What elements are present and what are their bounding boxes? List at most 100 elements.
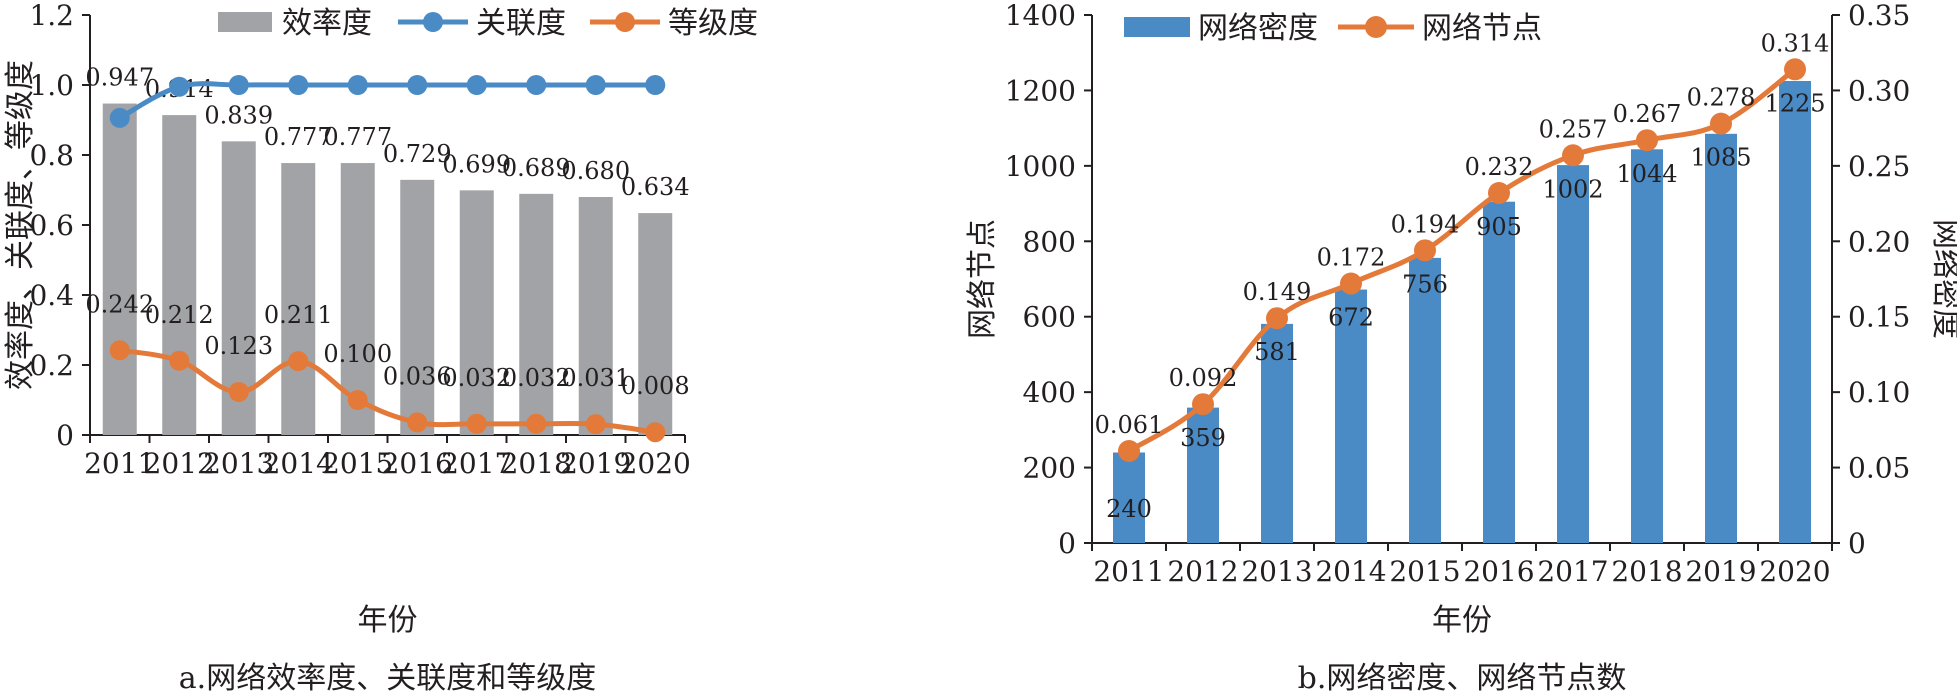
data-label-nodes: 0.278 xyxy=(1687,84,1756,112)
bar-efficiency xyxy=(459,190,494,435)
point-relevance xyxy=(228,75,249,95)
data-label-density: 359 xyxy=(1180,424,1226,452)
bar-density xyxy=(1557,165,1589,544)
y-tick-label-right: 0 xyxy=(1848,527,1866,560)
point-grade xyxy=(526,413,547,434)
y-axis-title-right: 网络密度 xyxy=(1928,219,1957,339)
y-tick-label-right: 0.15 xyxy=(1848,301,1910,334)
point-relevance xyxy=(169,76,190,97)
data-label-grade: 0.036 xyxy=(383,362,452,390)
data-label-grade: 0.212 xyxy=(145,301,214,329)
data-label-efficiency: 0.777 xyxy=(264,123,333,151)
y-tick-label-right: 0.25 xyxy=(1848,150,1910,183)
y-tick-label: 0.8 xyxy=(29,139,74,172)
x-tick-label: 2015 xyxy=(322,447,393,480)
y-tick-label: 0.6 xyxy=(29,209,74,242)
x-axis-title: 年份 xyxy=(358,603,418,638)
legend-marker-grade xyxy=(615,12,635,32)
chart-caption: b.网络密度、网络节点数 xyxy=(1298,661,1627,696)
data-label-efficiency: 0.947 xyxy=(85,64,154,92)
data-label-nodes: 0.172 xyxy=(1317,244,1386,272)
bar-density xyxy=(1113,452,1145,543)
data-label-grade: 0.032 xyxy=(442,364,511,392)
data-label-nodes: 0.314 xyxy=(1761,29,1830,57)
legend-label-nodes: 网络节点 xyxy=(1422,11,1542,46)
data-label-density: 756 xyxy=(1402,270,1448,298)
data-label-nodes: 0.257 xyxy=(1539,115,1608,143)
y-tick-label: 0.2 xyxy=(29,349,74,382)
point-nodes xyxy=(1636,129,1658,152)
point-nodes xyxy=(1414,239,1436,262)
y-tick-label-left: 800 xyxy=(1023,225,1076,258)
legend-marker-nodes xyxy=(1365,16,1387,38)
data-label-efficiency: 0.777 xyxy=(323,123,392,151)
point-grade xyxy=(288,351,309,372)
data-label-density: 581 xyxy=(1254,338,1300,366)
y-tick-label-left: 1400 xyxy=(1005,0,1076,32)
data-label-density: 1002 xyxy=(1542,175,1603,203)
x-axis-title: 年份 xyxy=(1432,603,1492,638)
line-relevance xyxy=(118,81,656,121)
y-tick-label-left: 200 xyxy=(1023,452,1076,485)
point-nodes xyxy=(1340,272,1362,295)
x-tick-label: 2015 xyxy=(1389,555,1460,588)
x-tick-label: 2016 xyxy=(1463,555,1534,588)
line-grade xyxy=(119,347,656,435)
bar-efficiency xyxy=(638,213,673,435)
data-label-nodes: 0.149 xyxy=(1243,278,1312,306)
bar-density xyxy=(1779,81,1811,543)
y-tick-label: 0.4 xyxy=(29,279,74,312)
bar-efficiency xyxy=(400,179,435,435)
line-nodes xyxy=(1127,67,1797,454)
x-tick-label: 2018 xyxy=(1611,555,1682,588)
x-tick-label: 2016 xyxy=(382,447,453,480)
legend-label-relevance: 关联度 xyxy=(476,6,566,41)
point-grade xyxy=(466,413,487,434)
point-relevance xyxy=(288,75,309,95)
legend-label-density: 网络密度 xyxy=(1198,11,1318,46)
y-tick-label-left: 1200 xyxy=(1005,74,1076,107)
point-nodes xyxy=(1118,439,1140,462)
data-label-efficiency: 0.634 xyxy=(621,173,690,201)
bar-efficiency xyxy=(281,163,316,436)
bar-efficiency xyxy=(578,197,613,435)
point-nodes xyxy=(1488,182,1510,205)
legend-swatch-density xyxy=(1124,17,1190,37)
y-tick-label-left: 1000 xyxy=(1005,150,1076,183)
data-label-nodes: 0.267 xyxy=(1613,100,1682,128)
x-tick-label: 2013 xyxy=(203,447,274,480)
bar-density xyxy=(1631,149,1663,543)
data-label-efficiency: 0.699 xyxy=(442,150,511,178)
data-label-grade: 0.031 xyxy=(561,364,630,392)
bar-efficiency xyxy=(519,193,554,435)
legend-label-grade: 等级度 xyxy=(668,6,758,41)
point-grade xyxy=(645,422,666,443)
data-label-nodes: 0.061 xyxy=(1095,411,1164,439)
bar-density xyxy=(1187,407,1219,543)
x-tick-label: 2019 xyxy=(1685,555,1756,588)
y-tick-label-right: 0.05 xyxy=(1848,452,1910,485)
bar-density xyxy=(1261,323,1293,543)
y-tick-label-left: 600 xyxy=(1023,301,1076,334)
data-label-efficiency: 0.689 xyxy=(502,154,571,182)
x-tick-label: 2014 xyxy=(263,447,334,480)
point-grade xyxy=(228,381,249,402)
data-label-efficiency: 0.839 xyxy=(204,101,273,129)
x-tick-label: 2012 xyxy=(144,447,215,480)
bar-density xyxy=(1705,133,1737,544)
data-label-nodes: 0.232 xyxy=(1465,153,1534,181)
x-tick-label: 2014 xyxy=(1315,555,1386,588)
chart-a: 00.20.40.60.81.01.2201120122013201420152… xyxy=(3,0,758,696)
chart-b: 0 200 400 600 800 1000 1200 1400 0 0.05 0.10 0.15 0.… xyxy=(965,0,1957,696)
y-tick-label: 1.0 xyxy=(29,69,74,102)
data-label-density: 905 xyxy=(1476,213,1522,241)
data-label-grade: 0.100 xyxy=(323,340,392,368)
x-tick-label: 2017 xyxy=(441,447,512,480)
data-label-grade: 0.123 xyxy=(204,332,273,360)
point-grade xyxy=(347,390,368,410)
legend-label-efficiency: 效率度 xyxy=(282,6,372,41)
point-relevance xyxy=(407,75,428,95)
y-tick-label-right: 0.30 xyxy=(1848,74,1910,107)
y-tick-label-right: 0.35 xyxy=(1848,0,1910,32)
